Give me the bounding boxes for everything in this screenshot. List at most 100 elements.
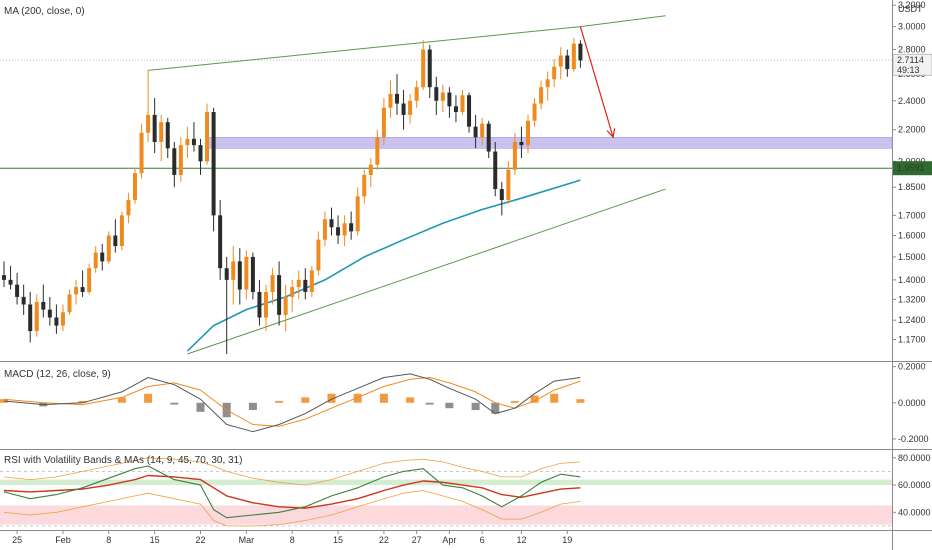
candle — [539, 80, 544, 110]
bar-countdown-label: 49:13 — [897, 65, 920, 75]
candle-body — [191, 138, 196, 146]
candle — [512, 132, 517, 175]
price-tick-label: 1.1700 — [898, 334, 926, 344]
candle-body — [139, 132, 144, 174]
candle-body — [460, 95, 465, 113]
time-tick-label: 8 — [106, 535, 111, 545]
candle-body — [126, 200, 131, 216]
candle — [362, 169, 367, 204]
candle — [8, 265, 13, 290]
candle — [578, 40, 583, 68]
level-price-label: 1.9591 — [897, 163, 925, 173]
macd-tick-label: 0.2000 — [898, 362, 926, 372]
candle — [381, 97, 386, 146]
rsi-tick-label: 80.0000 — [898, 453, 931, 463]
candle — [355, 187, 360, 236]
candle — [427, 44, 432, 98]
macd-histogram-bar — [353, 393, 362, 403]
candle-body — [296, 279, 301, 288]
candle-body — [552, 66, 557, 80]
time-tick-label: 12 — [516, 535, 526, 545]
candle-body — [283, 296, 288, 315]
candle — [231, 246, 236, 305]
candle-body — [290, 287, 295, 297]
candle — [133, 168, 137, 204]
candle-body — [368, 164, 373, 175]
forecast-arrow-head — [606, 128, 616, 139]
candle-body — [146, 114, 151, 133]
candle — [408, 93, 413, 124]
candle — [368, 158, 373, 188]
candle-body — [80, 287, 85, 292]
candle-body — [218, 215, 223, 269]
candle — [172, 141, 177, 188]
candle-body — [316, 239, 321, 271]
candle — [54, 304, 59, 334]
candle-body — [21, 296, 26, 305]
rsi-upper-band — [3, 457, 581, 486]
time-tick-label: Feb — [55, 535, 71, 545]
candle — [467, 92, 472, 133]
candle — [388, 80, 393, 118]
candle — [224, 256, 229, 355]
price-tick-label: 3.0000 — [898, 22, 926, 32]
price-tick-label: 1.3200 — [898, 294, 926, 304]
last-price-label: 2.7114 — [897, 55, 924, 65]
candle-body — [74, 287, 79, 295]
candle — [100, 243, 105, 271]
candle-body — [28, 304, 33, 332]
macd-histogram-bar — [327, 393, 336, 403]
candle-body — [133, 173, 137, 201]
rsi-lower-band — [3, 490, 581, 527]
macd-tick-label: -0.2000 — [898, 434, 929, 444]
last-price-tag — [892, 53, 932, 76]
candle-body — [434, 87, 439, 101]
candle — [152, 97, 157, 154]
candle — [250, 252, 255, 300]
candle-body — [486, 123, 491, 152]
candle — [460, 89, 465, 115]
macd-histogram-bar — [445, 402, 454, 409]
macd-histogram-bar — [144, 393, 153, 403]
candle — [290, 279, 295, 313]
upper-trendline-extension — [580, 15, 666, 28]
candle — [119, 211, 124, 251]
candle-body — [2, 275, 6, 280]
candle-body — [303, 279, 308, 292]
candle-body — [211, 112, 216, 216]
candle — [28, 291, 33, 343]
candle — [159, 114, 164, 162]
candle-body — [309, 270, 314, 292]
time-tick-label: 19 — [562, 535, 572, 545]
candle-body — [499, 189, 504, 201]
macd-histogram-bar — [471, 402, 480, 411]
time-tick-label: 27 — [412, 535, 422, 545]
candle — [440, 84, 445, 113]
candle-body — [15, 284, 20, 297]
macd-line — [3, 373, 581, 433]
candle — [2, 261, 6, 288]
candle-body — [381, 107, 386, 138]
candle-body — [270, 275, 275, 292]
price-panel-title: MA (200, close, 0) — [4, 6, 85, 17]
candle-body — [421, 49, 426, 88]
candle-body — [565, 55, 570, 70]
price-tick-label: 1.4000 — [898, 275, 926, 285]
candle — [165, 117, 170, 159]
candle — [106, 231, 111, 264]
macd-panel-title: MACD (12, 26, close, 9) — [4, 369, 111, 380]
candle-body — [375, 137, 380, 165]
candle-body — [257, 291, 262, 318]
candle — [15, 272, 20, 305]
time-tick-label: Mar — [239, 535, 255, 545]
candle-body — [198, 145, 203, 162]
candle-body — [185, 138, 190, 146]
resistance-zone — [206, 137, 893, 149]
candle — [499, 181, 504, 216]
candle — [205, 103, 210, 165]
candle-body — [395, 93, 399, 104]
candle-body — [545, 79, 550, 88]
time-tick-label: 22 — [379, 535, 389, 545]
